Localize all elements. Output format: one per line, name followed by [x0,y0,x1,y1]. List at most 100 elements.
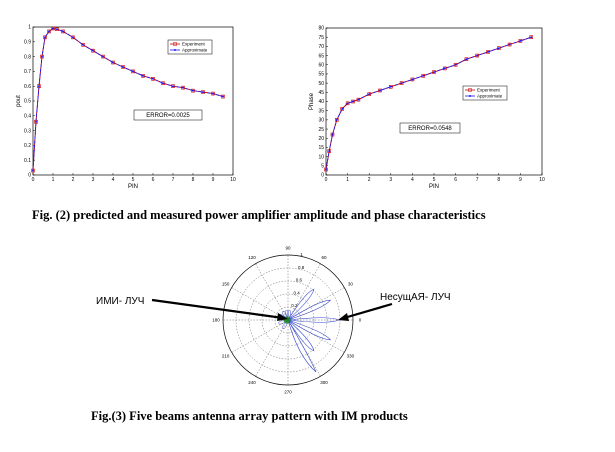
approximate-point [465,58,468,61]
polar-angle-label: 150 [222,282,230,287]
approximate-point [72,36,74,39]
y-tick-label: 30 [318,118,324,124]
polar-angle-label: 210 [222,354,230,359]
experiment-point [367,92,372,96]
polar-angle-label: 120 [248,255,256,260]
approximate-point [56,28,58,31]
approximate-point [357,98,360,101]
polar-radial-label: 0.4 [294,290,301,295]
x-tick-label: 5 [433,177,436,183]
legend-label-approximate: Approximate [182,48,208,53]
y-tick-label: 15 [318,145,324,151]
y-tick-label: 0.4 [24,114,31,120]
approximate-point [328,150,331,153]
approximate-point [52,27,54,30]
approximate-point [476,54,479,57]
experiment-point [432,70,436,74]
experiment-point [486,50,490,54]
approximate-point [331,133,334,136]
polar-radial-label: 0.2 [291,303,298,308]
x-tick-label: 8 [497,177,500,183]
polar-spoke [287,319,345,353]
x-tick-label: 7 [172,177,175,183]
approximate-point [508,43,511,46]
experiment-point [442,66,447,71]
side-lobe [282,319,289,330]
approximate-point [530,36,533,39]
polar-pattern-chart: 0 30 60 90 120 150 180 210 240 270 300 330 0.2 0.4 0.6… [96,246,451,395]
polar-angle-label: 330 [347,354,355,359]
experiment-point [345,101,350,106]
experiment-point [111,60,115,65]
approximate-point [112,61,114,64]
experiment-point [399,81,404,85]
x-tick-label: 6 [152,177,155,183]
y-tick-label: 25 [318,127,324,133]
x-tick-label: 2 [368,177,371,183]
y-tick-label: 40 [318,99,324,105]
beam-lobe [287,319,317,373]
experiment-point [34,119,38,124]
experiment-point [141,74,145,78]
approximate-point [341,107,344,110]
experiment-point [410,77,415,82]
experiment-point [201,90,205,94]
x-tick-label: 0 [32,177,35,183]
x-tick-label: 1 [52,177,55,183]
error-box [133,109,203,121]
beam-lobe [287,299,332,321]
experiment-point [421,73,426,78]
x-tick-label: 10 [539,177,545,183]
error-annotation: ERROR=0.0025 [146,113,190,119]
approximate-point [519,39,522,42]
y-axis-label: pout [16,95,22,107]
polar-angle-label: 90 [285,246,291,251]
approximate-point [379,89,381,92]
polar-spoke [287,263,321,321]
experiment-point [327,149,332,153]
x-tick-label: 4 [411,177,414,183]
experiment-point [507,42,512,47]
approximate-point [497,47,500,50]
experiment-point [71,35,75,40]
y-tick-label: 10 [318,154,324,160]
approximate-point [38,85,40,88]
y-tick-label: 65 [318,53,324,59]
y-tick-label: 0.8 [24,54,31,60]
approximate-point [411,78,414,81]
legend-marker-approximate [174,49,176,51]
polar-radial-label: 0.6 [296,278,303,283]
experiment-point [496,46,501,51]
experiment-point [324,167,328,172]
carrier-beam-arrowhead [338,313,349,321]
polar-grid-ring [261,293,315,347]
y-tick-label: 80 [318,26,324,32]
approximate-point [352,100,354,103]
x-tick-label: 3 [389,177,392,183]
x-tick-label: 10 [230,177,236,183]
experiment-point [356,97,361,102]
approximate-point [182,86,184,89]
error-annotation: ERROR=0.0548 [408,126,452,132]
im-beam-arrow [151,298,284,320]
approximate-point [92,49,94,52]
side-lobe [287,309,292,321]
beam-lobe [287,319,315,352]
legend-label-experiment: Experiment [477,88,501,93]
y-tick-label: 0.6 [24,84,31,90]
experiment-point [151,77,155,81]
phase-chart: 0 1 2 3 4 5 6 7 8 9 100510152025303540455055606570… [309,26,545,190]
legend-marker-experiment [468,88,472,92]
polar-radial-label: 0.8 [298,265,305,270]
legend-label-approximate: Approximate [477,94,503,99]
amplitude-chart: 0 1 2 3 4 5 6 7 8 9 10 0 0.1 0.2 0.3 0.4 0.5 0.6 0.7 0.8 0.9… [16,25,236,190]
experiment-point [121,65,125,69]
approximate-point [222,95,224,98]
experiment-point [131,69,135,74]
x-tick-label: 8 [192,177,195,183]
x-tick-label: 7 [476,177,479,183]
approximate-point [433,71,435,74]
